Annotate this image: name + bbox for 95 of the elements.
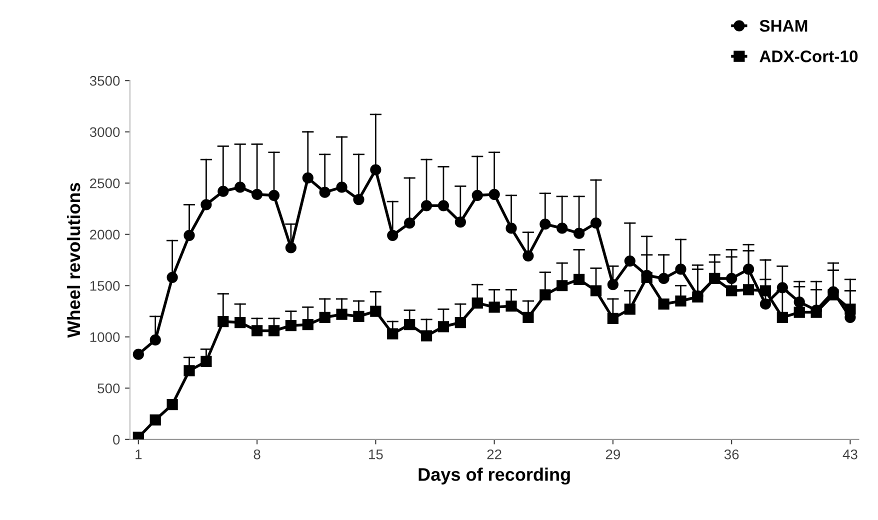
x-axis-title: Days of recording bbox=[418, 468, 570, 485]
y-tick-label: 3500 bbox=[90, 76, 120, 86]
x-tick-label: 29 bbox=[606, 449, 620, 460]
point bbox=[454, 216, 466, 228]
point bbox=[709, 272, 720, 284]
point bbox=[556, 222, 568, 234]
point bbox=[370, 306, 382, 317]
point bbox=[268, 190, 280, 201]
point bbox=[251, 325, 263, 336]
point bbox=[353, 194, 364, 206]
point bbox=[336, 182, 348, 193]
x-tick-label: 36 bbox=[724, 449, 739, 460]
x-tick-label: 8 bbox=[254, 449, 260, 460]
point bbox=[319, 186, 330, 198]
point bbox=[285, 320, 296, 332]
point bbox=[218, 316, 229, 328]
point bbox=[794, 306, 805, 318]
point bbox=[420, 200, 432, 212]
point bbox=[404, 218, 416, 229]
point bbox=[506, 222, 517, 234]
point bbox=[420, 330, 432, 342]
point bbox=[302, 172, 314, 184]
point bbox=[506, 300, 517, 312]
point bbox=[760, 298, 772, 310]
point bbox=[150, 334, 161, 346]
point bbox=[488, 188, 500, 200]
point bbox=[353, 310, 364, 322]
x-tick-label: 43 bbox=[842, 449, 858, 460]
point bbox=[132, 348, 144, 360]
point bbox=[590, 285, 602, 296]
point bbox=[472, 190, 483, 201]
point bbox=[573, 274, 585, 286]
point bbox=[404, 319, 416, 330]
point bbox=[370, 164, 382, 176]
x-tick-label: 15 bbox=[369, 450, 383, 460]
point bbox=[607, 312, 618, 324]
point bbox=[234, 316, 246, 328]
point bbox=[540, 289, 551, 300]
point bbox=[472, 298, 483, 309]
point bbox=[387, 230, 398, 241]
point bbox=[540, 218, 551, 230]
point bbox=[488, 302, 500, 313]
point bbox=[844, 304, 856, 315]
point bbox=[590, 218, 602, 229]
point bbox=[726, 272, 738, 284]
point bbox=[794, 296, 805, 308]
y-tick-label: 500 bbox=[98, 383, 120, 394]
point bbox=[776, 282, 788, 294]
point bbox=[166, 398, 178, 410]
point bbox=[675, 295, 686, 307]
point bbox=[285, 242, 296, 254]
point bbox=[828, 289, 839, 300]
point bbox=[184, 230, 195, 241]
y-tick-label: 1000 bbox=[90, 332, 120, 342]
point bbox=[742, 264, 754, 275]
point bbox=[268, 325, 280, 336]
point bbox=[607, 279, 618, 290]
y-tick-label: 2000 bbox=[90, 230, 120, 240]
legend-label: ADX-Cort-10 bbox=[760, 50, 858, 62]
y-tick-label: 0 bbox=[113, 434, 120, 445]
legend-label: SHAM bbox=[760, 20, 808, 32]
point bbox=[251, 188, 263, 200]
point bbox=[150, 414, 161, 426]
point bbox=[675, 264, 686, 275]
point bbox=[624, 304, 636, 315]
point bbox=[556, 280, 568, 292]
y-tick-label: 3000 bbox=[90, 127, 120, 138]
point bbox=[742, 284, 754, 296]
point bbox=[760, 285, 772, 296]
x-tick-label: 1 bbox=[136, 450, 142, 460]
point bbox=[336, 308, 348, 320]
point bbox=[726, 285, 738, 296]
point bbox=[776, 312, 788, 323]
point bbox=[166, 272, 178, 283]
point bbox=[438, 321, 450, 332]
point bbox=[624, 255, 636, 267]
point bbox=[438, 200, 450, 212]
y-axis-title: Wheel revolutions bbox=[66, 182, 80, 338]
point bbox=[522, 250, 534, 262]
point bbox=[234, 182, 246, 193]
point bbox=[200, 199, 212, 210]
point bbox=[302, 319, 314, 330]
x-tick-label: 22 bbox=[487, 449, 502, 460]
point bbox=[522, 312, 534, 323]
point bbox=[454, 316, 466, 328]
point bbox=[387, 328, 398, 340]
point bbox=[218, 186, 229, 197]
point bbox=[200, 356, 212, 368]
point bbox=[319, 312, 330, 323]
point bbox=[184, 365, 195, 376]
y-tick-label: 2500 bbox=[90, 178, 120, 188]
y-tick-label: 1500 bbox=[90, 280, 120, 291]
point bbox=[658, 298, 670, 310]
point bbox=[658, 272, 670, 284]
point bbox=[573, 228, 585, 239]
